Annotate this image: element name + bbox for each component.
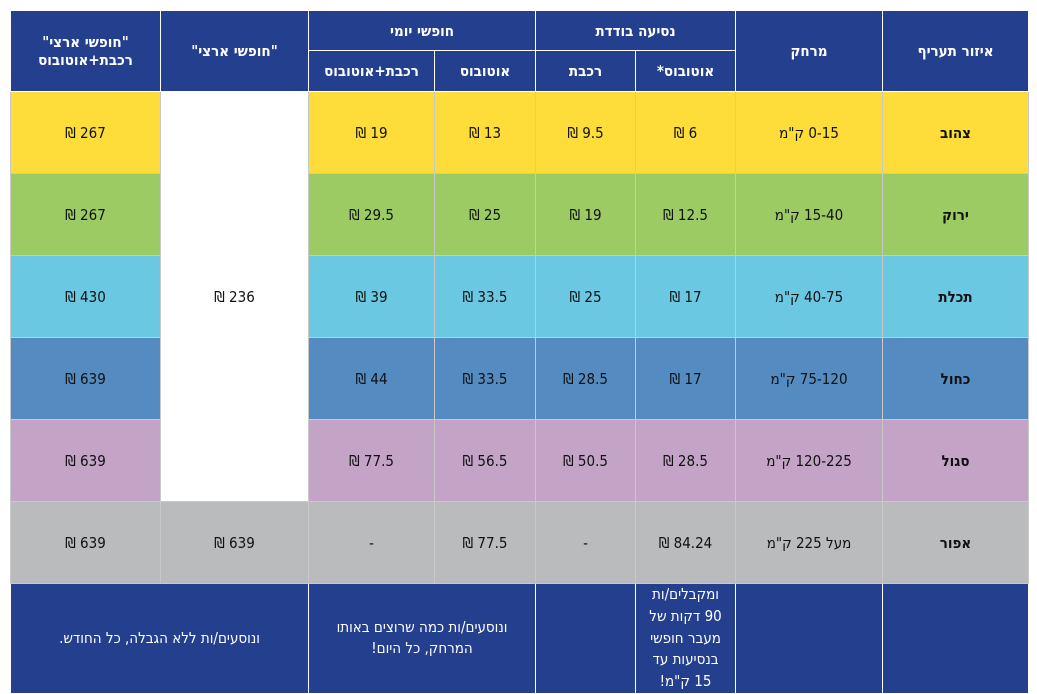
national-train-bus-cell: 267 ₪ [10, 91, 161, 174]
daily-train-bus-cell: 29.5 ₪ [307, 173, 436, 256]
national-cell: 639 ₪ [160, 501, 309, 584]
zone-cell: כחול [882, 337, 1030, 420]
footer-empty [535, 583, 637, 694]
footer-empty [882, 583, 1030, 694]
single-train-cell: 50.5 ₪ [535, 419, 637, 502]
footer-single-bus-note: ומקבלים/ות 90 דקות של מעבר חופשי בנסיעות… [635, 583, 737, 694]
national-shared-cell: 236 ₪ [160, 91, 309, 502]
footer-empty [735, 583, 884, 694]
zone-cell: ירוק [882, 173, 1030, 256]
national-train-bus-cell: 639 ₪ [10, 501, 161, 584]
single-bus-cell: 17 ₪ [635, 255, 737, 338]
distance-cell: 120-225 ק"מ [735, 419, 884, 502]
single-bus-cell: 17 ₪ [635, 337, 737, 420]
zone-cell: תכלת [882, 255, 1030, 338]
daily-train-bus-cell: 39 ₪ [307, 255, 436, 338]
distance-cell: 15-40 ק"מ [735, 173, 884, 256]
table-row: אפור מעל 225 ק"מ 84.24 ₪ -77.5 ₪ -639 ₪ 639 ₪ [10, 501, 1030, 584]
daily-bus-cell: 25 ₪ [434, 173, 537, 256]
header-daily-train-bus: רכבת+אוטובוס [307, 50, 436, 92]
header-national: "חופשי ארצי" [160, 10, 309, 92]
daily-bus-cell: 77.5 ₪ [434, 501, 537, 584]
daily-train-bus-cell: 44 ₪ [307, 337, 436, 420]
zone-cell: צהוב [882, 91, 1030, 174]
single-bus-cell: 28.5 ₪ [635, 419, 737, 502]
distance-cell: 75-120 ק"מ [735, 337, 884, 420]
single-bus-cell: 12.5 ₪ [635, 173, 737, 256]
table-row: תכלת 40-75 ק"מ 17 ₪ 25 ₪ 33.5 ₪ 39 ₪ 430 ₪ [10, 255, 1030, 338]
header-distance: מרחק [735, 10, 884, 92]
footer-daily-note: ונוסעים/ות כמה שרוצים באותו המרחק, כל הי… [307, 583, 537, 694]
daily-bus-cell: 13 ₪ [434, 91, 537, 174]
table-row: כחול 75-120 ק"מ 17 ₪ 28.5 ₪ 33.5 ₪ 44 ₪ 639 ₪ [10, 337, 1030, 420]
single-train-cell: 9.5 ₪ [535, 91, 637, 174]
header-single-train: רכבת [535, 50, 637, 92]
single-train-cell: 28.5 ₪ [535, 337, 637, 420]
header-zone: איזור תעריף [882, 10, 1030, 92]
distance-cell: מעל 225 ק"מ [735, 501, 884, 584]
national-train-bus-cell: 639 ₪ [10, 419, 161, 502]
single-bus-cell: 84.24 ₪ [635, 501, 737, 584]
header-single: נסיעה בודדת [535, 10, 737, 51]
distance-cell: 0-15 ק"מ [735, 91, 884, 174]
single-train-cell: 25 ₪ [535, 255, 637, 338]
national-train-bus-cell: 267 ₪ [10, 173, 161, 256]
table-row: ירוק 15-40 ק"מ 12.5 ₪ 19 ₪ 25 ₪ 29.5 ₪ 267 ₪ [10, 173, 1030, 256]
header-national-train-bus: "חופשי ארצי" רכבת+אוטובוס [10, 10, 161, 92]
daily-bus-cell: 56.5 ₪ [434, 419, 537, 502]
national-train-bus-cell: 639 ₪ [10, 337, 161, 420]
single-bus-cell: 6 ₪ [635, 91, 737, 174]
zone-cell: אפור [882, 501, 1030, 584]
daily-train-bus-cell: - [307, 501, 436, 584]
national-train-bus-cell: 430 ₪ [10, 255, 161, 338]
daily-bus-cell: 33.5 ₪ [434, 337, 537, 420]
fare-table: איזור תעריף מרחק נסיעה בודדת חופשי יומי … [10, 10, 1030, 694]
distance-cell: 40-75 ק"מ [735, 255, 884, 338]
daily-bus-cell: 33.5 ₪ [434, 255, 537, 338]
header-daily: חופשי יומי [307, 10, 537, 51]
daily-train-bus-cell: 19 ₪ [307, 91, 436, 174]
footer-national-note: ונוסעים/ות ללא הגבלה, כל החודש. [10, 583, 309, 694]
daily-train-bus-cell: 77.5 ₪ [307, 419, 436, 502]
table-row: צהוב 0-15 ק"מ 6 ₪ 9.5 ₪ 13 ₪ 19 ₪ 236 ₪ 267 ₪ [10, 91, 1030, 502]
zone-cell: סגול [882, 419, 1030, 502]
header-single-bus: אוטובוס* [635, 50, 737, 92]
single-train-cell: - [535, 501, 637, 584]
header-daily-bus: אוטובוס [434, 50, 537, 92]
single-train-cell: 19 ₪ [535, 173, 637, 256]
